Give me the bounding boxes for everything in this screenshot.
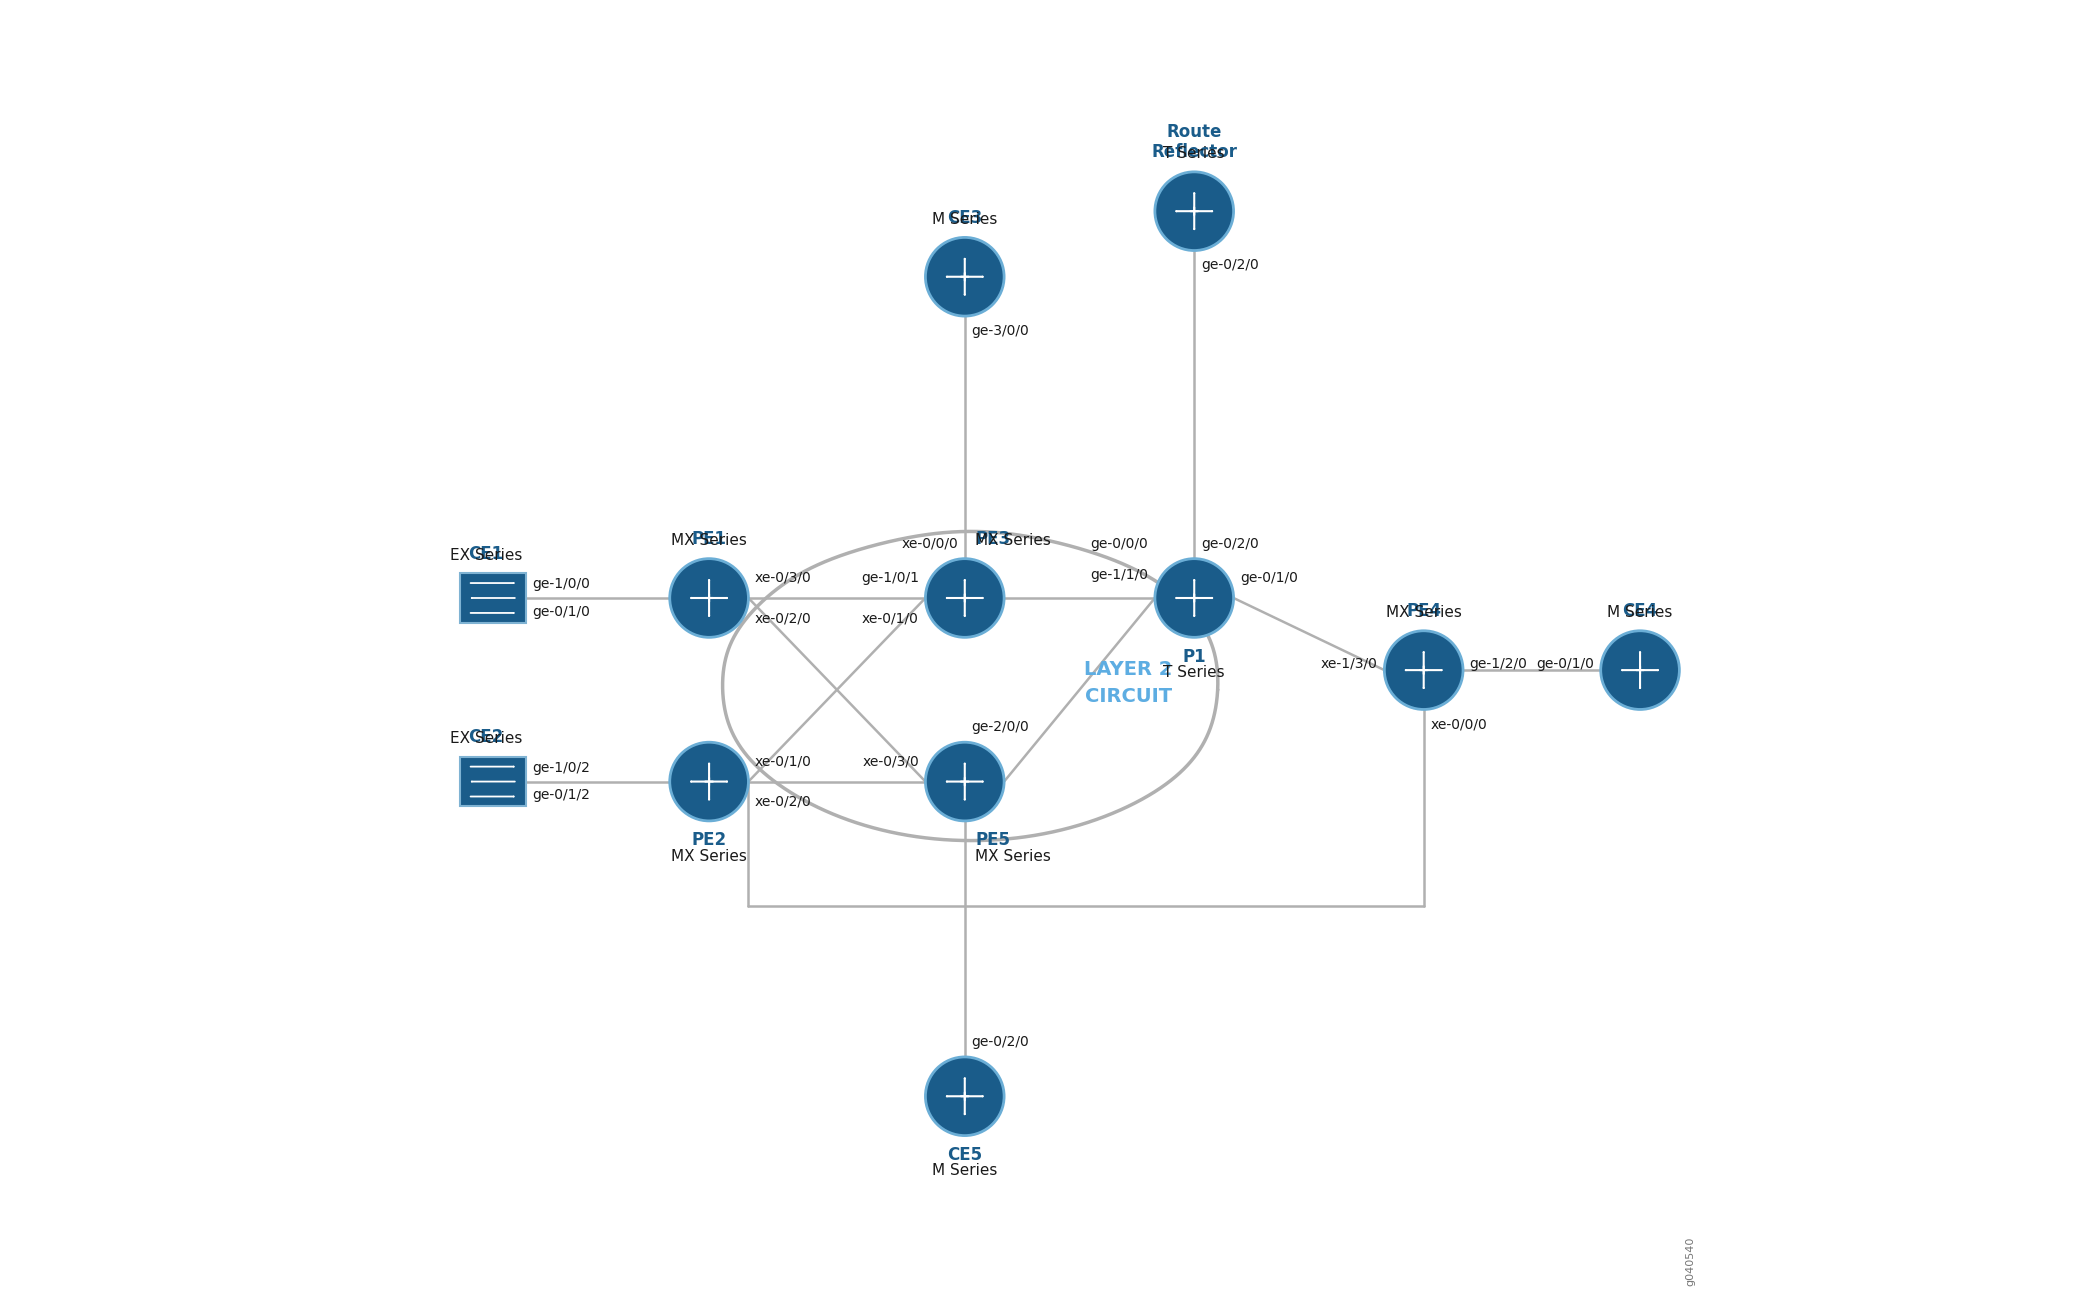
Text: MX Series: MX Series xyxy=(672,832,748,863)
Text: ge-0/1/0: ge-0/1/0 xyxy=(1241,570,1298,585)
Text: P1: P1 xyxy=(1182,648,1205,666)
Text: PE1: PE1 xyxy=(691,530,727,548)
Text: PE4: PE4 xyxy=(1407,602,1441,620)
Text: xe-0/2/0: xe-0/2/0 xyxy=(756,611,813,625)
Text: xe-0/1/0: xe-0/1/0 xyxy=(756,754,813,769)
Circle shape xyxy=(1155,172,1233,251)
Text: xe-1/3/0: xe-1/3/0 xyxy=(1321,657,1378,670)
Text: ge-1/0/1: ge-1/0/1 xyxy=(861,570,920,585)
Text: LAYER 2
CIRCUIT: LAYER 2 CIRCUIT xyxy=(1084,661,1174,706)
Text: ge-0/0/0: ge-0/0/0 xyxy=(1090,537,1149,551)
Circle shape xyxy=(670,742,748,821)
Circle shape xyxy=(926,742,1004,821)
Text: g040540: g040540 xyxy=(1684,1236,1695,1286)
Text: ge-1/2/0: ge-1/2/0 xyxy=(1470,657,1527,670)
Text: MX Series: MX Series xyxy=(1386,587,1462,620)
Text: xe-0/3/0: xe-0/3/0 xyxy=(863,754,920,769)
Text: xe-0/3/0: xe-0/3/0 xyxy=(756,570,813,585)
Text: ge-2/0/0: ge-2/0/0 xyxy=(972,720,1029,735)
Text: ge-0/1/0: ge-0/1/0 xyxy=(1537,657,1594,670)
Text: MX Series: MX Series xyxy=(974,832,1052,863)
Text: MX Series: MX Series xyxy=(974,516,1052,548)
Text: CE4: CE4 xyxy=(1623,602,1657,620)
Text: CE3: CE3 xyxy=(947,209,983,227)
Text: ge-1/1/0: ge-1/1/0 xyxy=(1090,568,1149,582)
Text: M Series: M Series xyxy=(932,1146,997,1179)
Text: ge-3/0/0: ge-3/0/0 xyxy=(972,325,1029,338)
Text: ge-1/0/2: ge-1/0/2 xyxy=(531,761,590,775)
Text: Route
Reflector: Route Reflector xyxy=(1151,122,1237,162)
Text: PE3: PE3 xyxy=(974,530,1010,548)
Text: ge-0/1/0: ge-0/1/0 xyxy=(531,604,590,619)
Circle shape xyxy=(1384,631,1464,710)
Text: xe-0/0/0: xe-0/0/0 xyxy=(901,537,958,551)
Text: CE2: CE2 xyxy=(468,728,504,746)
Circle shape xyxy=(1600,631,1680,710)
Text: M Series: M Series xyxy=(1606,587,1674,620)
Circle shape xyxy=(926,558,1004,637)
Text: ge-0/1/2: ge-0/1/2 xyxy=(531,788,590,802)
FancyBboxPatch shape xyxy=(460,573,525,623)
Circle shape xyxy=(926,1056,1004,1135)
Text: ge-0/2/0: ge-0/2/0 xyxy=(972,1035,1029,1049)
Text: MX Series: MX Series xyxy=(672,516,748,548)
Text: xe-0/1/0: xe-0/1/0 xyxy=(861,611,920,625)
Text: M Series: M Series xyxy=(932,194,997,227)
Text: EX Series: EX Series xyxy=(449,714,523,746)
FancyBboxPatch shape xyxy=(460,757,525,807)
Text: ge-1/0/0: ge-1/0/0 xyxy=(531,577,590,591)
Text: xe-0/0/0: xe-0/0/0 xyxy=(1430,717,1487,732)
Text: ge-0/2/0: ge-0/2/0 xyxy=(1201,259,1258,272)
Text: PE5: PE5 xyxy=(974,832,1010,849)
Text: T Series: T Series xyxy=(1163,129,1224,162)
Text: CE5: CE5 xyxy=(947,1146,983,1164)
Text: T Series: T Series xyxy=(1163,648,1224,681)
Text: EX Series: EX Series xyxy=(449,530,523,562)
Text: xe-0/2/0: xe-0/2/0 xyxy=(756,795,813,808)
Text: ge-0/2/0: ge-0/2/0 xyxy=(1201,537,1258,551)
Circle shape xyxy=(1155,558,1233,637)
Text: CE1: CE1 xyxy=(468,544,504,562)
Circle shape xyxy=(926,238,1004,317)
Circle shape xyxy=(670,558,748,637)
Text: PE2: PE2 xyxy=(691,832,727,849)
